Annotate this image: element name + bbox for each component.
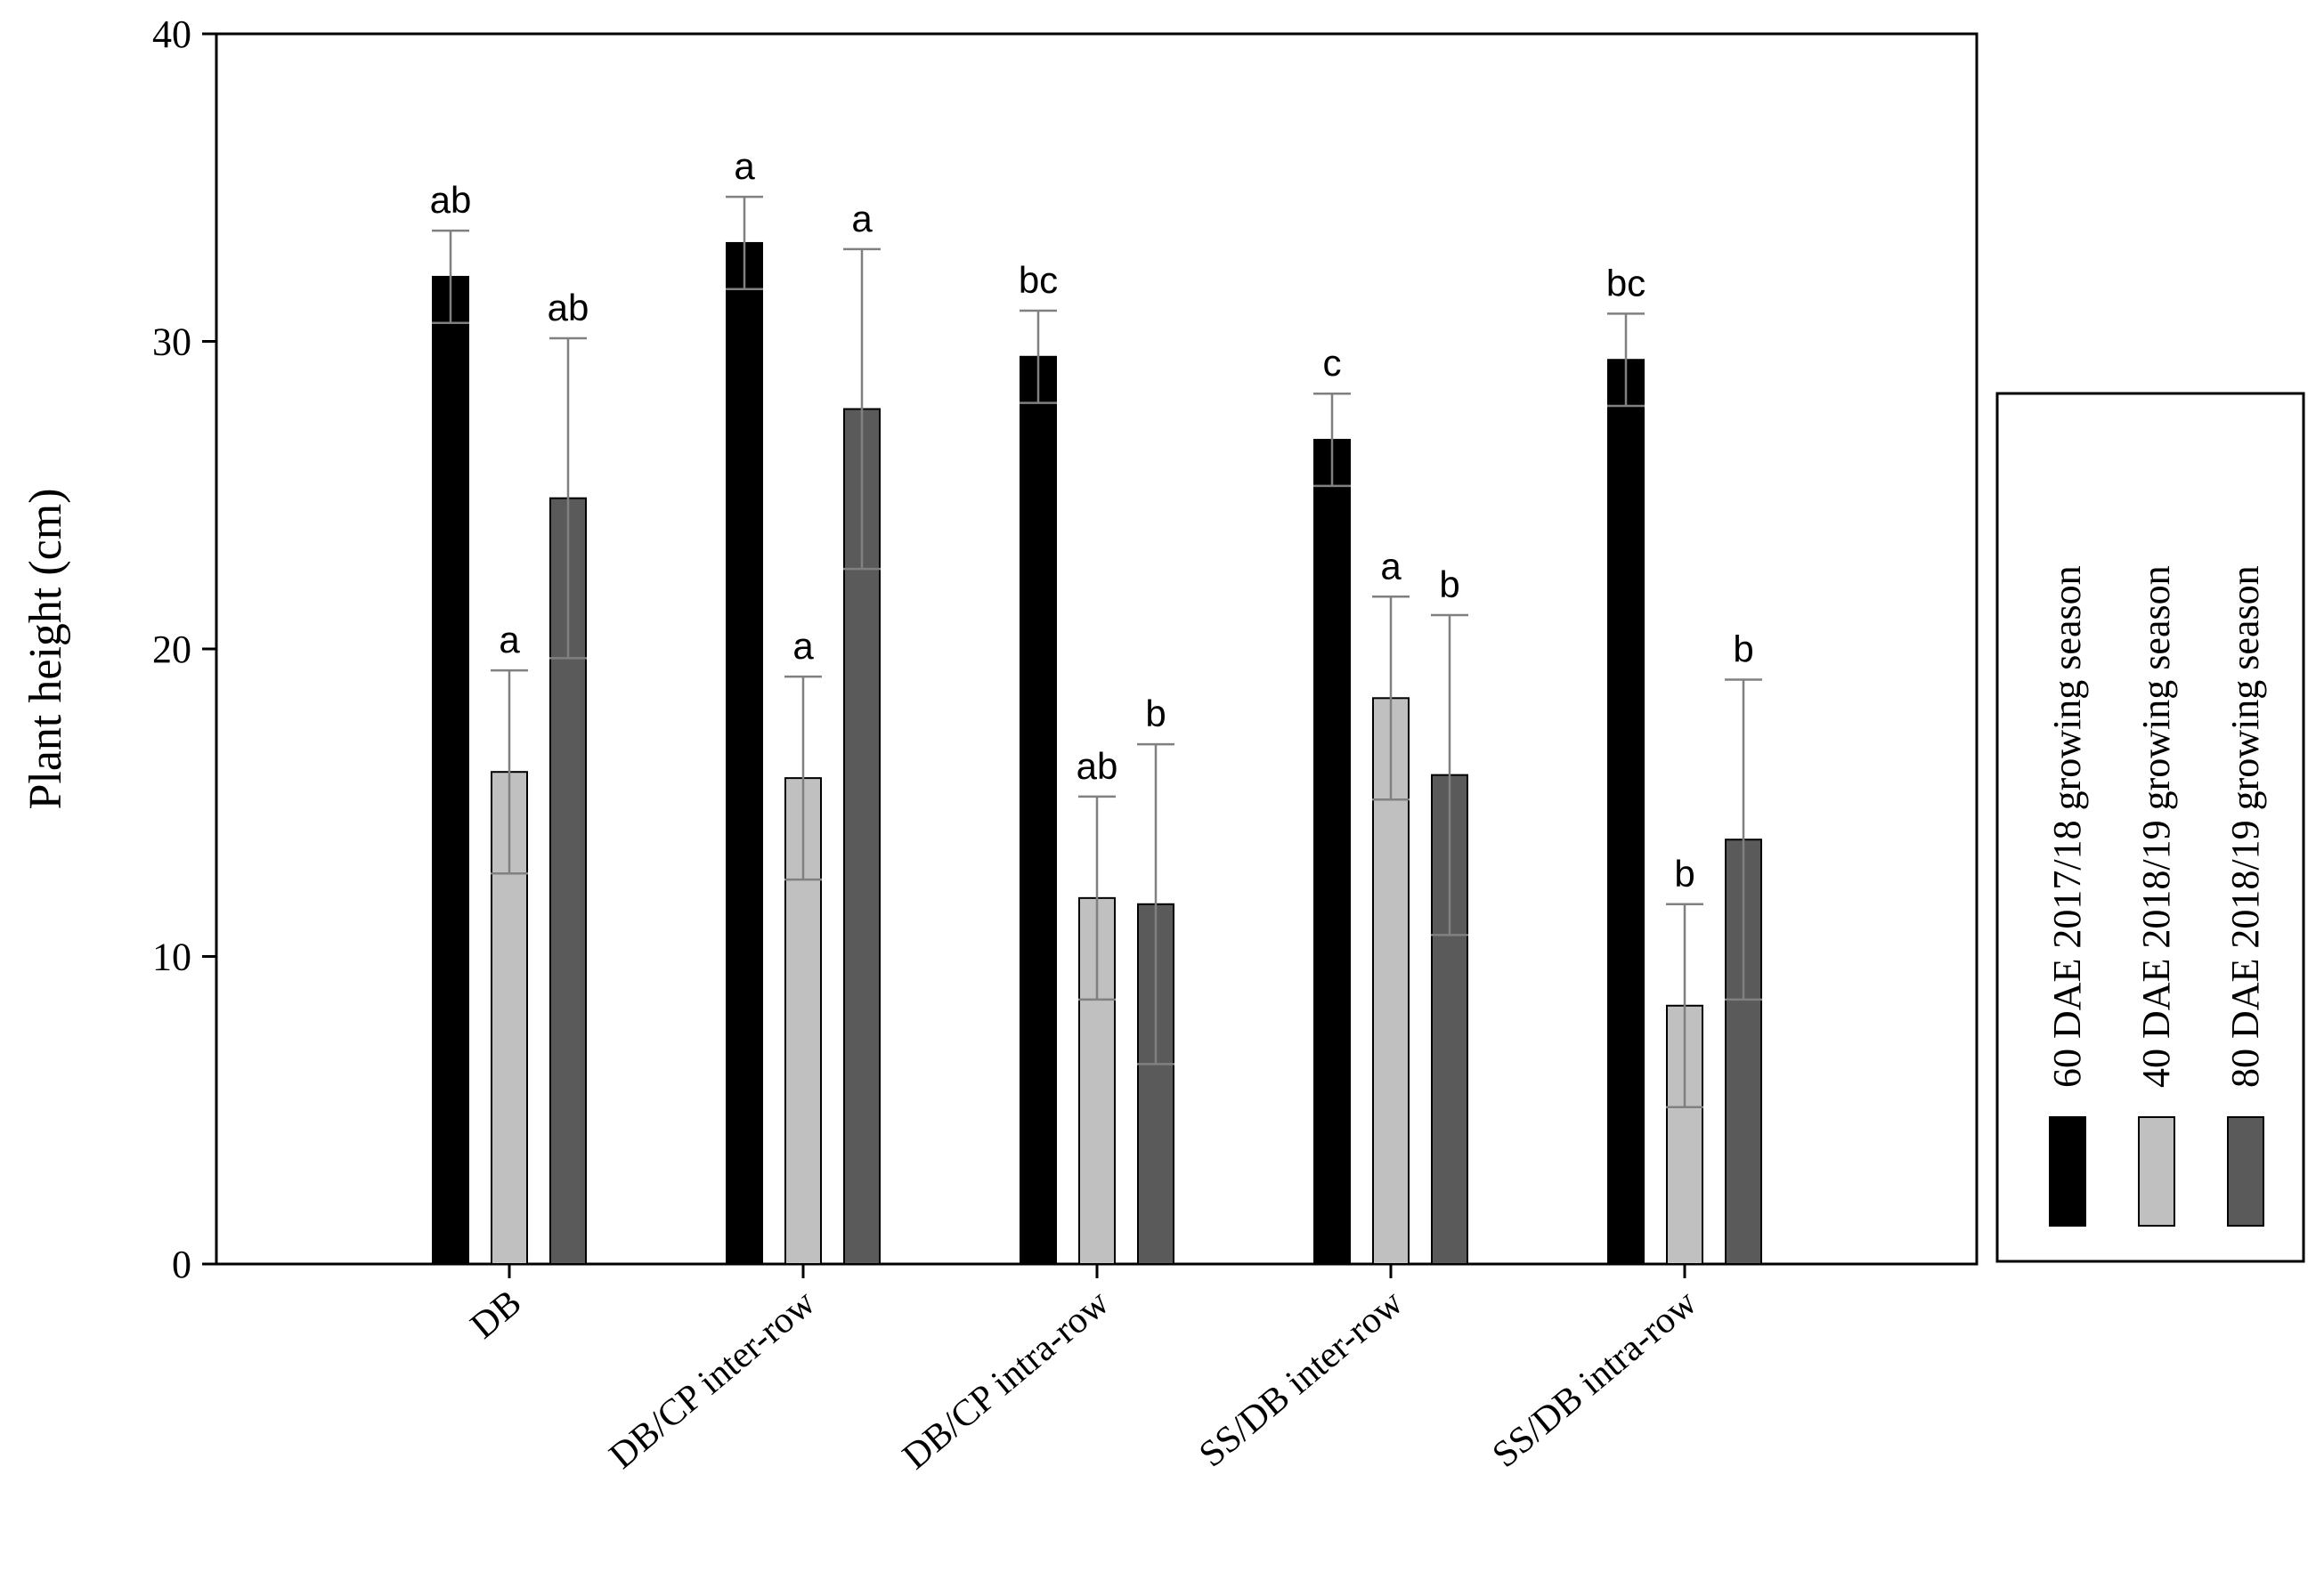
y-tick-label: 40 — [152, 12, 191, 56]
y-axis: 0 10 20 30 40 — [152, 12, 216, 1286]
legend-swatch — [2138, 1116, 2175, 1227]
significance-label: b — [1733, 628, 1753, 670]
significance-label: b — [1674, 853, 1694, 895]
significance-label: a — [499, 619, 520, 660]
y-tick-label: 30 — [152, 320, 191, 364]
significance-label: c — [1323, 342, 1342, 384]
significance-label: bc — [1606, 262, 1645, 304]
bar — [1607, 359, 1645, 1266]
significance-label: a — [1380, 545, 1402, 587]
x-axis: DB DB/CP inter-row DB/CP intra-row SS/DB in… — [463, 1264, 1705, 1478]
significance-label: ab — [430, 179, 472, 221]
legend-swatch — [2227, 1116, 2264, 1227]
y-tick-label: 0 — [172, 1243, 191, 1286]
bar — [1137, 903, 1174, 1265]
significance-label: a — [851, 198, 873, 239]
legend-label: 80 DAE 2018/19 growing season — [2223, 565, 2267, 1088]
significance-label: bc — [1019, 259, 1058, 301]
bar — [726, 241, 763, 1266]
legend-swatch — [2049, 1116, 2086, 1227]
legend-label: 40 DAE 2018/19 growing season — [2134, 565, 2178, 1088]
significance-label: b — [1145, 693, 1166, 734]
significance-label: a — [734, 145, 755, 187]
category-label: DB/CP inter-row — [602, 1282, 824, 1477]
y-tick-label: 10 — [152, 936, 191, 979]
bar — [1020, 355, 1057, 1265]
legend-label: 60 DAE 2017/18 growing season — [2045, 565, 2089, 1088]
legend-frame — [1995, 392, 2305, 1263]
y-tick-label: 20 — [152, 628, 191, 671]
category-label: SS/DB intra-row — [1485, 1282, 1705, 1476]
legend: 60 DAE 2017/18 growing season 40 DAE 2018… — [1995, 392, 2305, 1263]
bar — [432, 275, 469, 1266]
significance-label: ab — [1077, 745, 1118, 787]
bar — [1313, 439, 1351, 1265]
significance-label: ab — [548, 287, 589, 328]
significance-label: b — [1439, 563, 1459, 605]
significance-label: a — [792, 625, 814, 667]
y-axis-title: Plant height (cm) — [20, 488, 71, 809]
category-label: DB — [463, 1282, 529, 1347]
category-label: DB/CP intra-row — [895, 1282, 1117, 1478]
category-label: SS/DB inter-row — [1191, 1282, 1411, 1475]
